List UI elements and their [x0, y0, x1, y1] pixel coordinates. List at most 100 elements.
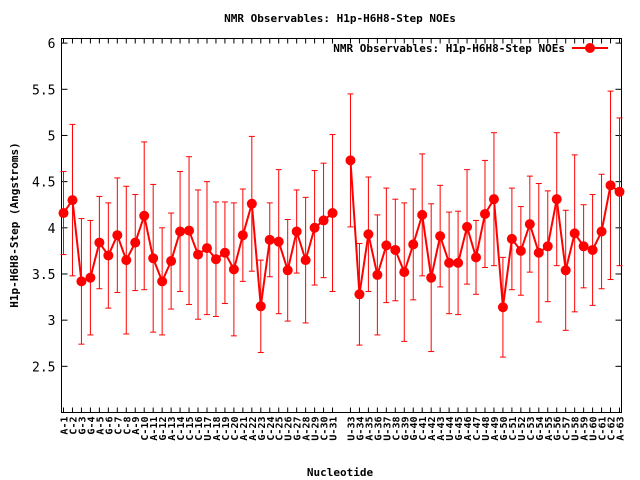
data-point — [578, 241, 589, 252]
data-point — [426, 272, 437, 283]
x-tick-label: A-13 — [167, 417, 178, 441]
data-point — [390, 244, 401, 255]
x-tick-label: G-40 — [409, 417, 420, 441]
data-point — [533, 247, 544, 258]
data-point — [175, 226, 186, 237]
x-tick-label: U-31 — [329, 417, 340, 441]
x-tick-label: A-43 — [436, 417, 447, 441]
x-tick-label: G-27 — [293, 417, 304, 441]
series-lines — [62, 160, 621, 308]
data-point — [246, 198, 257, 209]
y-axis-label: H1p-H6H8-Step (Angstroms) — [8, 142, 21, 308]
x-tick-label: A-49 — [490, 417, 501, 441]
data-point — [462, 221, 473, 232]
data-point — [228, 264, 239, 275]
data-points — [58, 155, 625, 313]
x-tick-label: U-26 — [284, 417, 295, 441]
data-point — [614, 186, 625, 197]
x-tick-label: U-33 — [346, 417, 357, 441]
x-tick-label: C-47 — [472, 417, 483, 441]
data-point — [130, 237, 141, 248]
x-tick-label: U-52 — [517, 417, 528, 441]
x-tick-label: C-19 — [221, 417, 232, 441]
x-tick-label: C-61 — [598, 417, 609, 441]
data-point — [112, 230, 123, 241]
x-tick-label: C-14 — [176, 417, 187, 441]
x-tick-label: U-48 — [481, 417, 492, 441]
y-tick-label: 5 — [48, 129, 56, 144]
x-tick-label: U-44 — [445, 417, 456, 441]
x-tick-label: C-51 — [508, 417, 519, 441]
data-point — [345, 155, 356, 166]
x-tick-label: C-20 — [230, 417, 241, 441]
x-tick-label: C-16 — [194, 417, 205, 441]
data-point — [524, 219, 535, 230]
x-axis: A-1C-2G-3G-4A-5G-6C-7C-8A-9C-10A-11G-12A… — [60, 38, 627, 441]
data-point — [381, 240, 392, 251]
data-point — [94, 237, 105, 248]
data-point — [219, 247, 230, 258]
x-tick-label: A-11 — [149, 417, 160, 441]
data-point — [85, 272, 96, 283]
data-point — [193, 249, 204, 260]
x-tick-label: C-38 — [391, 417, 402, 441]
x-tick-label: C-15 — [185, 417, 196, 441]
y-tick-label: 5.5 — [32, 83, 55, 98]
x-tick-label: C-2 — [68, 417, 79, 435]
x-tick-label: G-54 — [535, 417, 546, 441]
x-tick-label: U-58 — [571, 417, 582, 441]
data-point — [515, 245, 526, 256]
legend-marker — [585, 43, 595, 53]
error-bars — [60, 90, 623, 358]
data-point — [282, 265, 293, 276]
x-tick-label: U-29 — [311, 417, 322, 441]
data-point — [372, 269, 383, 280]
y-tick-label: 3 — [48, 314, 56, 329]
data-point — [569, 228, 580, 239]
x-tick-label: U-37 — [382, 417, 393, 441]
data-point — [327, 208, 338, 219]
x-tick-label: A-35 — [364, 417, 375, 441]
x-axis-label: Nucleotide — [307, 466, 374, 479]
data-point — [76, 276, 87, 287]
x-tick-label: U-17 — [203, 417, 214, 441]
x-tick-label: G-45 — [454, 417, 465, 441]
data-point — [596, 226, 607, 237]
data-point — [291, 226, 302, 237]
x-tick-label: G-3 — [77, 417, 88, 435]
data-point — [605, 180, 616, 191]
data-point — [318, 215, 329, 226]
data-point — [497, 302, 508, 313]
x-tick-label: A-1 — [60, 417, 71, 435]
x-tick-label: C-41 — [418, 417, 429, 441]
x-tick-label: A-59 — [580, 417, 591, 441]
data-point — [479, 208, 490, 219]
data-point — [103, 250, 114, 261]
x-tick-label: G-56 — [553, 417, 564, 441]
y-tick-label: 3.5 — [32, 268, 55, 283]
x-tick-label: A-46 — [463, 417, 474, 441]
data-point — [157, 276, 168, 287]
data-point — [166, 256, 177, 267]
data-point — [354, 289, 365, 300]
data-point — [408, 239, 419, 250]
x-tick-label: C-24 — [266, 417, 277, 441]
x-tick-label: G-50 — [499, 417, 510, 441]
x-tick-label: C-62 — [607, 417, 618, 441]
data-point — [399, 267, 410, 278]
x-tick-label: U-60 — [589, 417, 600, 441]
plot-frame — [61, 38, 622, 413]
data-point — [435, 231, 446, 242]
x-tick-label: C-30 — [320, 417, 331, 441]
data-point — [121, 255, 132, 266]
data-point — [184, 225, 195, 236]
data-point — [148, 253, 159, 264]
y-tick-label: 4.5 — [32, 176, 55, 191]
data-point — [506, 233, 517, 244]
data-point — [488, 194, 499, 205]
x-tick-label: C-53 — [526, 417, 537, 441]
x-tick-label: C-7 — [113, 417, 124, 435]
x-tick-label: A-5 — [95, 417, 106, 435]
x-tick-label: G-34 — [355, 417, 366, 441]
